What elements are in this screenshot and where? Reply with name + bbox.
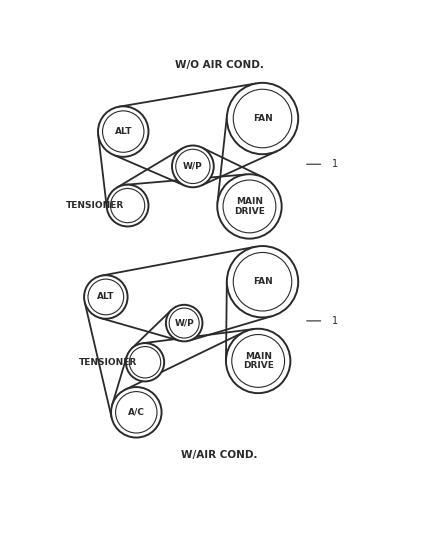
Text: MAIN
DRIVE: MAIN DRIVE — [243, 352, 274, 370]
Circle shape — [217, 174, 282, 239]
Circle shape — [126, 343, 164, 382]
Circle shape — [84, 275, 127, 319]
Text: TENSIONER: TENSIONER — [79, 358, 137, 367]
Circle shape — [107, 184, 148, 227]
Text: W/P: W/P — [174, 319, 194, 328]
Circle shape — [227, 246, 298, 318]
Text: FAN: FAN — [253, 114, 272, 123]
Circle shape — [111, 387, 162, 438]
Text: ALT: ALT — [114, 127, 132, 136]
Text: 1: 1 — [332, 316, 338, 326]
Circle shape — [226, 329, 290, 393]
Circle shape — [227, 83, 298, 154]
Text: TENSIONER: TENSIONER — [66, 201, 124, 210]
Text: W/AIR COND.: W/AIR COND. — [181, 450, 257, 460]
Text: A/C: A/C — [128, 408, 145, 417]
Circle shape — [172, 146, 214, 187]
Text: FAN: FAN — [253, 277, 272, 286]
Text: W/P: W/P — [183, 162, 203, 171]
Text: 1: 1 — [332, 159, 338, 169]
Circle shape — [166, 305, 202, 341]
Circle shape — [98, 107, 148, 157]
Text: MAIN
DRIVE: MAIN DRIVE — [234, 197, 265, 216]
Text: ALT: ALT — [97, 293, 115, 302]
Text: W/O AIR COND.: W/O AIR COND. — [175, 60, 263, 70]
